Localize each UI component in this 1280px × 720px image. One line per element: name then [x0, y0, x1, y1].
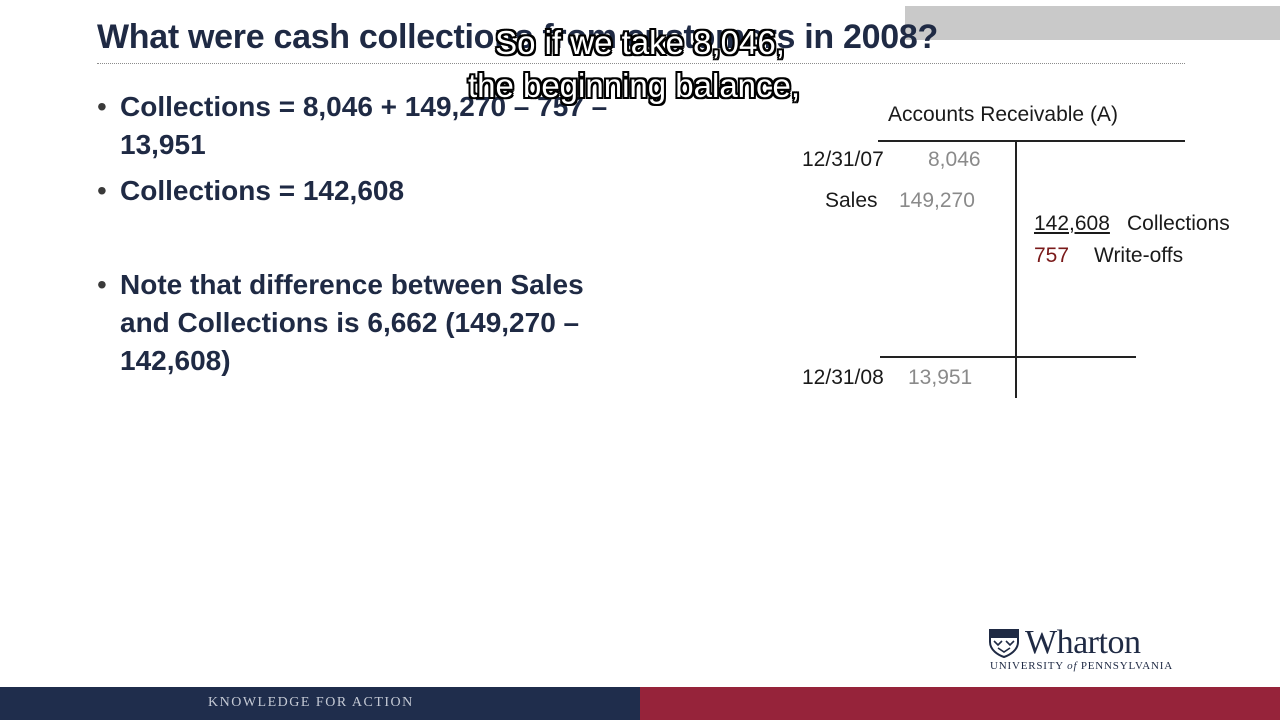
debit-label-beginning: 12/31/07 — [802, 148, 884, 171]
footer-tagline: KNOWLEDGE FOR ACTION — [208, 695, 414, 710]
footer-crimson-band — [640, 687, 1280, 720]
bullet-marker: • — [97, 269, 107, 300]
subtitle-caption-line-2: the beginning balance, — [467, 67, 801, 104]
debit-label-sales: Sales — [825, 189, 878, 212]
logo-subtitle-pennsylvania: PENNSYLVANIA — [1080, 660, 1173, 672]
credit-amount-writeoffs: 757 — [1034, 244, 1070, 267]
t-account-center-rule — [1015, 140, 1017, 398]
t-account-top-rule — [878, 140, 1185, 142]
bullet-marker: • — [97, 91, 107, 122]
bullet-text: Collections = 8,046 + 149,270 – 757 – 13… — [120, 91, 608, 160]
bullet-item: • Note that difference between Sales and… — [97, 266, 617, 380]
credit-label-collections: Collections — [1127, 212, 1230, 235]
credit-amount-collections: 142,608 — [1034, 212, 1110, 235]
shield-icon — [989, 629, 1019, 658]
title-divider — [97, 63, 1185, 64]
bullet-text: Collections = 142,608 — [120, 175, 405, 206]
bullet-item: • Collections = 8,046 + 149,270 – 757 – … — [97, 88, 617, 164]
logo-subtitle-of: of — [1067, 660, 1078, 672]
bullet-text: Note that difference between Sales and C… — [120, 269, 584, 376]
credit-label-writeoffs: Write-offs — [1094, 244, 1184, 267]
t-account-balance-rule — [880, 356, 1136, 358]
footer-navy-band: KNOWLEDGE FOR ACTION — [0, 687, 640, 720]
subtitle-caption-line-1: So if we take 8,046, — [495, 24, 785, 61]
ending-label: 12/31/08 — [802, 366, 884, 389]
wharton-logo: Wharton UNIVERSITY of PENNSYLVANIA — [988, 624, 1188, 672]
debit-amount-beginning: 8,046 — [928, 148, 981, 171]
bullet-marker: • — [97, 175, 107, 206]
ending-amount: 13,951 — [908, 366, 973, 389]
top-gray-bar — [905, 6, 1280, 40]
bullet-list: • Collections = 8,046 + 149,270 – 757 – … — [97, 88, 617, 380]
logo-subtitle: UNIVERSITY of PENNSYLVANIA — [990, 660, 1173, 672]
debit-amount-sales: 149,270 — [899, 189, 975, 212]
logo-wordmark: Wharton — [1025, 624, 1141, 661]
bullet-item: • Collections = 142,608 — [97, 172, 617, 210]
slide-title: What were cash collections from customer… — [97, 18, 938, 56]
t-account-title: Accounts Receivable (A) — [888, 103, 1118, 126]
logo-subtitle-university: UNIVERSITY — [990, 660, 1064, 672]
